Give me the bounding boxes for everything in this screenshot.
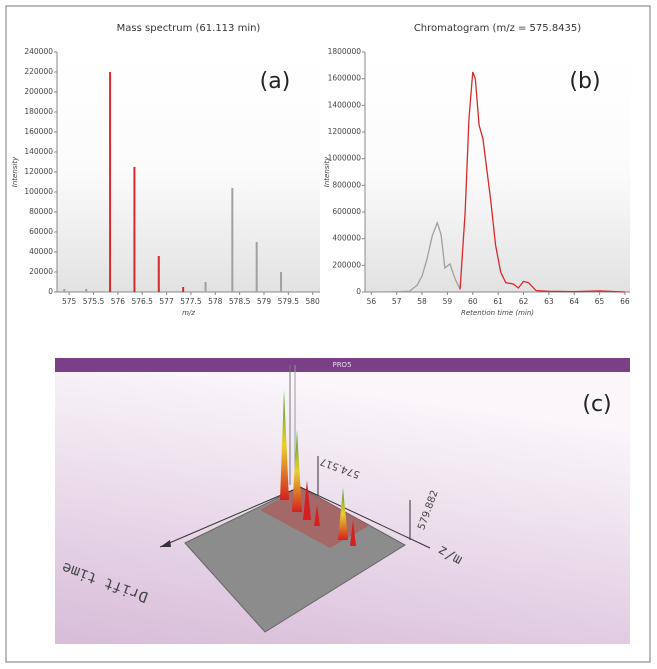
line	[459, 71, 625, 293]
y-tick-label: 60000	[29, 227, 53, 236]
x-tick-label: 61	[493, 297, 503, 306]
y-tick-label: 1400000	[328, 100, 362, 109]
y-tick-label: 40000	[29, 247, 53, 256]
peak	[292, 430, 302, 512]
x-axis-label: Retention time (min)	[461, 309, 534, 317]
x-tick-label: 580	[306, 297, 321, 306]
x-tick-label: 63	[544, 297, 554, 306]
peak	[338, 488, 348, 540]
x-tick-label: 62	[519, 297, 529, 306]
y-tick-label: 800000	[332, 180, 361, 189]
y-tick-label: 200000	[24, 87, 53, 96]
panel-label: (a)	[260, 69, 291, 94]
panel-header	[55, 358, 630, 372]
x-tick-label: 577	[159, 297, 174, 306]
drift-axis	[159, 486, 301, 548]
y-axis-label: Intensity	[323, 156, 331, 187]
y-tick-label: 0	[356, 287, 361, 296]
y-tick-label: 1800000	[328, 47, 362, 56]
y-tick-label: 400000	[332, 234, 361, 243]
x-tick-label: 66	[620, 297, 630, 306]
line	[371, 220, 461, 293]
x-tick-label: 575	[62, 297, 77, 306]
y-tick-label: 160000	[24, 127, 53, 136]
y-tick-label: 1000000	[328, 154, 362, 163]
y-tick-label: 180000	[24, 107, 53, 116]
x-tick-label: 60	[468, 297, 478, 306]
peak	[350, 520, 356, 546]
mz-axis	[299, 486, 431, 549]
x-tick-label: 578.5	[229, 297, 251, 306]
chart-title: Mass spectrum (61.113 min)	[117, 23, 261, 34]
chart-title: Chromatogram (m/z = 575.8435)	[414, 23, 581, 34]
x-tick-label: 575.5	[83, 297, 105, 306]
x-tick-label: 57	[392, 297, 402, 306]
x-axis-label: m/z	[182, 309, 195, 317]
y-tick-label: 220000	[24, 67, 53, 76]
peak	[280, 390, 289, 500]
x-tick-label: 577.5	[180, 297, 202, 306]
y-tick-label: 1200000	[328, 127, 362, 136]
x-tick-label: 56	[367, 297, 377, 306]
y-tick-label: 80000	[29, 207, 53, 216]
peak	[303, 480, 311, 520]
x-tick-label: 59	[443, 297, 453, 306]
y-axis-label: Intensity	[11, 156, 19, 187]
y-tick-label: 20000	[29, 267, 53, 276]
arrow	[160, 540, 171, 547]
y-tick-label: 240000	[24, 47, 53, 56]
peak	[314, 505, 320, 526]
header-text: PRO5	[332, 361, 351, 369]
x-tick-label: 65	[595, 297, 605, 306]
y-tick-label: 100000	[24, 187, 53, 196]
panel-c: PRO5 (c) 574.517 579.882 m/z Drift time	[55, 358, 630, 644]
y-tick-label: 0	[48, 287, 53, 296]
y-tick-label: 140000	[24, 147, 53, 156]
x-tick-label: 576.5	[131, 297, 153, 306]
y-tick-label: 200000	[332, 260, 361, 269]
y-tick-label: 120000	[24, 167, 53, 176]
x-tick-label: 64	[569, 297, 579, 306]
x-tick-label: 579.5	[278, 297, 300, 306]
plot-background	[57, 52, 320, 292]
y-tick-label: 600000	[332, 207, 361, 216]
x-tick-label: 576	[111, 297, 126, 306]
x-tick-label: 578	[208, 297, 223, 306]
x-tick-label: 579	[257, 297, 272, 306]
x-tick-label: 58	[417, 297, 427, 306]
y-tick-label: 1600000	[328, 74, 362, 83]
panel-label: (c)	[582, 392, 611, 417]
panel-label: (b)	[569, 69, 600, 94]
frame	[5, 5, 651, 663]
